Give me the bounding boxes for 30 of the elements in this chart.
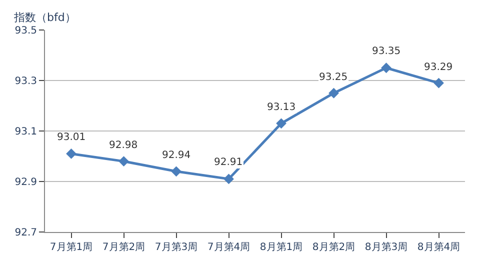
- y-axis-title: 指数（bfd）: [13, 11, 76, 24]
- point: [434, 78, 444, 88]
- y-tick-label: 92.7: [14, 228, 37, 238]
- y-tick-label: 93.5: [14, 26, 37, 36]
- data-label: 93.01: [57, 132, 86, 143]
- data-label: 92.91: [214, 157, 243, 168]
- x-tick-label: 7月第1周: [50, 241, 93, 253]
- point: [171, 166, 182, 177]
- x-tick-label: 7月第4周: [207, 241, 250, 253]
- data-label: 93.13: [267, 102, 296, 113]
- y-tick-label: 93.1: [14, 126, 37, 138]
- data-label: 93.29: [424, 62, 453, 73]
- point: [118, 156, 129, 166]
- x-tick-label: 7月第3周: [154, 241, 198, 253]
- data-label: 93.35: [372, 46, 401, 57]
- x-tick-label: 8月第3周: [364, 241, 408, 253]
- x-tick-label: 8月第4周: [417, 241, 460, 253]
- x-tick-label: 8月第1周: [260, 241, 303, 253]
- data-label: 92.98: [109, 140, 138, 151]
- point: [328, 88, 339, 98]
- x-tick-label: 7月第2周: [102, 241, 146, 253]
- point: [276, 118, 286, 129]
- y-tick-label: 92.9: [14, 177, 37, 188]
- x-tick-label: 8月第2周: [312, 241, 356, 253]
- point: [224, 174, 234, 184]
- point: [66, 148, 76, 159]
- y-tick-label: 93.3: [14, 76, 37, 87]
- point: [381, 62, 392, 74]
- data-label: 92.94: [162, 150, 191, 161]
- data-label: 93.25: [319, 72, 348, 83]
